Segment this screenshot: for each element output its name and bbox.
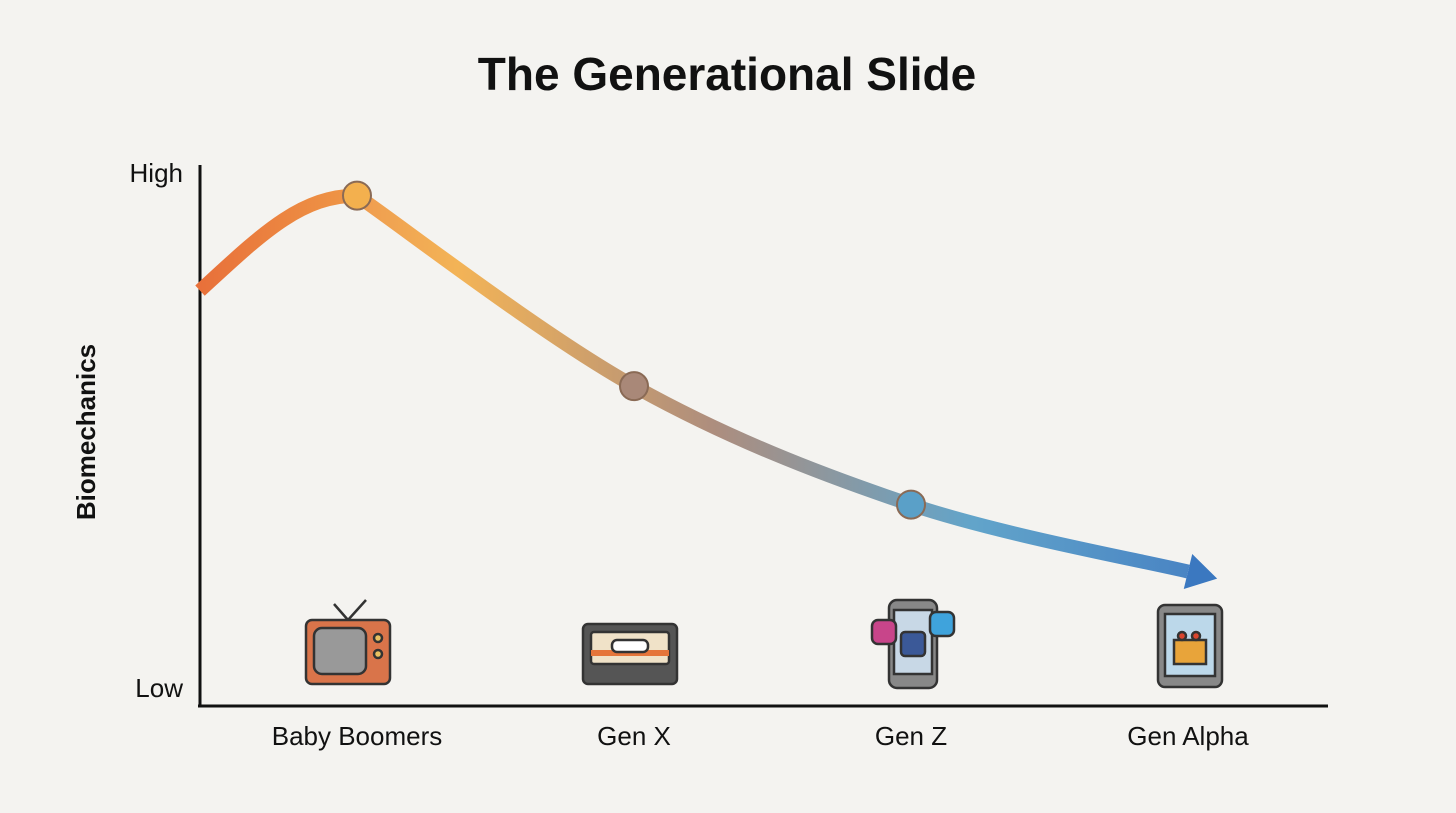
x-tick-label: Gen Alpha (1127, 721, 1249, 751)
y-tick-label: Low (135, 673, 183, 703)
point-marker (619, 371, 649, 402)
cassette-icon (581, 622, 679, 686)
x-tick-label: Baby Boomers (272, 721, 443, 751)
x-tick-label: Gen X (597, 721, 671, 751)
tablet-icon (1156, 603, 1224, 689)
tv-icon (304, 599, 392, 686)
y-axis-label: Biomechanics (71, 344, 101, 520)
point-marker (896, 489, 926, 520)
line-lead-in (195, 188, 358, 296)
y-tick-label: High (130, 158, 183, 188)
trend-line (353, 189, 1190, 579)
arrowhead (1183, 554, 1218, 590)
phone-icon (870, 598, 956, 690)
point-marker (342, 180, 372, 211)
chart-title: The Generational Slide (478, 48, 976, 100)
x-tick-label: Gen Z (875, 721, 947, 751)
